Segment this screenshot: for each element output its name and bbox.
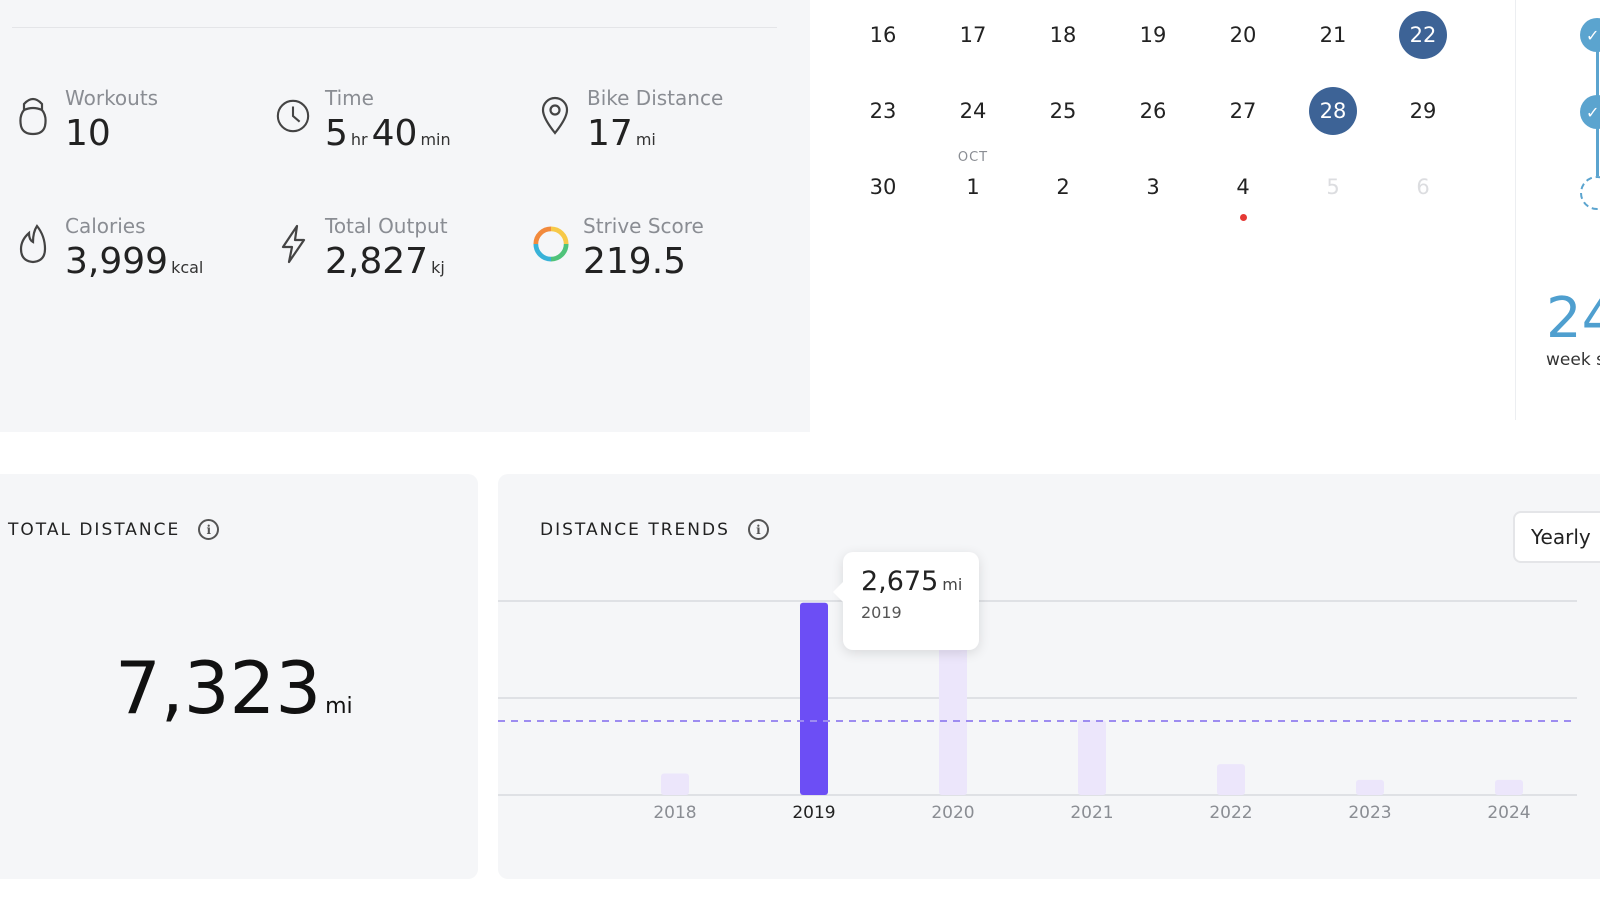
streak-label: week s bbox=[1546, 350, 1600, 370]
time-hours-unit: hr bbox=[350, 130, 368, 149]
bar-2024[interactable] bbox=[1495, 779, 1523, 795]
calendar-day[interactable]: 17 bbox=[959, 23, 987, 47]
stat-value: 5 hr 40 min bbox=[325, 114, 455, 154]
x-tick-label: 2022 bbox=[1209, 803, 1252, 823]
event-dot bbox=[1240, 214, 1247, 221]
stat-time: Time 5 hr 40 min bbox=[275, 88, 455, 154]
stats-panel: Workouts 10 Time 5 hr 40 min Bike Distance … bbox=[0, 0, 810, 432]
bar-2021[interactable] bbox=[1078, 720, 1106, 795]
calendar-panel: 16 17 18 19 20 21 22 23 24 25 26 27 28 2… bbox=[825, 0, 1515, 420]
bar-2022[interactable] bbox=[1217, 764, 1245, 795]
stat-value: 2,827 kj bbox=[325, 242, 449, 282]
strive-ring-icon bbox=[533, 222, 569, 266]
stat-strive-score: Strive Score 219.5 bbox=[533, 216, 704, 282]
card-title: DISTANCE TRENDS i bbox=[540, 519, 769, 540]
calendar-day[interactable]: 18 bbox=[1049, 23, 1077, 47]
calendar-day[interactable]: 21 bbox=[1319, 23, 1347, 47]
calories-value: 3,999 bbox=[65, 241, 169, 282]
streak-panel: ✓ ✓ 24 week s bbox=[1515, 0, 1600, 420]
distance-trends-card: DISTANCE TRENDS i bbox=[498, 474, 1600, 879]
total-distance-title: TOTAL DISTANCE bbox=[8, 519, 181, 540]
total-distance-number: 7,323 bbox=[115, 646, 322, 730]
calendar-day[interactable]: 27 bbox=[1229, 99, 1257, 123]
bike-distance-value: 17 bbox=[587, 113, 633, 154]
streak-count: 24 bbox=[1546, 286, 1600, 351]
x-tick-label: 2018 bbox=[653, 803, 696, 823]
flame-icon bbox=[15, 222, 51, 266]
tooltip-year: 2019 bbox=[861, 603, 902, 622]
stat-total-output: Total Output 2,827 kj bbox=[275, 216, 449, 282]
bar-2020[interactable] bbox=[939, 609, 967, 795]
tooltip-number: 2,675 bbox=[861, 566, 939, 597]
check-icon: ✓ bbox=[1580, 18, 1600, 52]
calendar-day[interactable]: 3 bbox=[1146, 175, 1160, 199]
check-icon: ✓ bbox=[1580, 95, 1600, 129]
info-icon[interactable]: i bbox=[198, 519, 220, 540]
calories-unit: kcal bbox=[171, 258, 204, 277]
calendar-month-label: OCT bbox=[957, 150, 989, 165]
x-tick-label: 2020 bbox=[931, 803, 974, 823]
bar-2019[interactable] bbox=[800, 602, 828, 795]
bar-2018[interactable] bbox=[661, 773, 689, 795]
time-minutes-unit: min bbox=[420, 130, 451, 149]
stat-label: Total Output bbox=[325, 214, 448, 238]
stat-label: Workouts bbox=[65, 86, 159, 110]
total-distance-unit: mi bbox=[325, 694, 353, 719]
calendar-day[interactable]: 19 bbox=[1139, 23, 1167, 47]
calendar-day-selected[interactable]: 22 bbox=[1399, 11, 1447, 59]
card-title: TOTAL DISTANCE i bbox=[8, 519, 220, 540]
bike-distance-unit: mi bbox=[635, 130, 656, 149]
divider bbox=[12, 27, 777, 28]
x-tick-label: 2024 bbox=[1487, 803, 1530, 823]
calendar-day[interactable]: 24 bbox=[959, 99, 987, 123]
calendar-day[interactable]: 29 bbox=[1409, 99, 1437, 123]
x-tick-label: 2023 bbox=[1348, 803, 1391, 823]
stat-workouts: Workouts 10 bbox=[15, 88, 158, 154]
stat-label: Time bbox=[325, 86, 374, 110]
bar-2023[interactable] bbox=[1356, 779, 1384, 795]
calendar-day[interactable]: 20 bbox=[1229, 23, 1257, 47]
total-distance-value: 7,323 mi bbox=[115, 646, 353, 730]
time-hours: 5 bbox=[325, 113, 348, 154]
calendar-day[interactable]: 25 bbox=[1049, 99, 1077, 123]
tooltip-unit: mi bbox=[942, 575, 963, 594]
stat-label: Strive Score bbox=[583, 214, 704, 238]
total-distance-card: TOTAL DISTANCE i 7,323 mi bbox=[0, 474, 478, 879]
tooltip-value: 2,675 mi bbox=[861, 566, 963, 597]
calendar-day[interactable]: 26 bbox=[1139, 99, 1167, 123]
calendar-day[interactable]: 23 bbox=[869, 99, 897, 123]
x-tick-label: 2021 bbox=[1070, 803, 1113, 823]
stat-value: 10 bbox=[65, 113, 111, 154]
calendar-day-future: 5 bbox=[1326, 175, 1340, 199]
stat-label: Bike Distance bbox=[587, 86, 724, 110]
calendar-day-selected[interactable]: 28 bbox=[1309, 87, 1357, 135]
stat-calories: Calories 3,999 kcal bbox=[15, 216, 207, 282]
distance-trends-title: DISTANCE TRENDS bbox=[540, 519, 730, 540]
chart-tooltip: 2,675 mi 2019 bbox=[833, 552, 979, 650]
x-tick-label: 2019 bbox=[792, 803, 835, 823]
time-minutes: 40 bbox=[371, 113, 418, 154]
lightning-bolt-icon bbox=[275, 222, 311, 266]
calendar-day-future: 6 bbox=[1416, 175, 1430, 199]
info-icon[interactable]: i bbox=[747, 519, 769, 540]
calendar-day[interactable]: 4 bbox=[1236, 175, 1250, 199]
period-select-button[interactable]: Yearly bbox=[1513, 511, 1600, 563]
calendar-day[interactable]: 1 bbox=[966, 175, 980, 199]
stat-value: 3,999 kcal bbox=[65, 242, 207, 282]
calendar-day[interactable]: 30 bbox=[869, 175, 897, 199]
stat-value: 219.5 bbox=[583, 241, 687, 282]
clock-icon bbox=[275, 94, 311, 138]
total-output-unit: kj bbox=[431, 258, 445, 277]
total-output-value: 2,827 bbox=[325, 241, 429, 282]
kettlebell-icon bbox=[15, 94, 51, 138]
calendar-day[interactable]: 2 bbox=[1056, 175, 1070, 199]
stat-value: 17 mi bbox=[587, 114, 723, 154]
calendar-day[interactable]: 16 bbox=[869, 23, 897, 47]
location-pin-icon bbox=[537, 94, 573, 138]
stat-bike-distance: Bike Distance 17 mi bbox=[537, 88, 723, 154]
stat-label: Calories bbox=[65, 214, 146, 238]
